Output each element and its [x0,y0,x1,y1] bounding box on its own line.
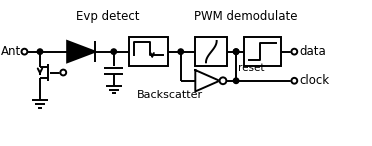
Text: Evp detect: Evp detect [76,10,140,23]
Circle shape [291,78,297,84]
Text: reset: reset [238,63,264,73]
Bar [195,37,227,66]
Circle shape [178,49,183,54]
Bar [244,37,281,66]
Circle shape [37,49,43,54]
Text: clock: clock [299,74,329,87]
Polygon shape [67,41,95,62]
Circle shape [233,78,239,84]
Circle shape [22,49,28,55]
Circle shape [60,70,66,75]
Circle shape [291,49,297,55]
Bar [129,37,168,66]
Text: Ant: Ant [1,45,22,58]
Text: PWM demodulate: PWM demodulate [194,10,298,23]
Circle shape [233,49,239,54]
Circle shape [219,77,227,84]
Text: Backscatter: Backscatter [137,90,203,100]
Circle shape [233,49,239,54]
Circle shape [111,49,116,54]
Text: data: data [299,45,326,58]
